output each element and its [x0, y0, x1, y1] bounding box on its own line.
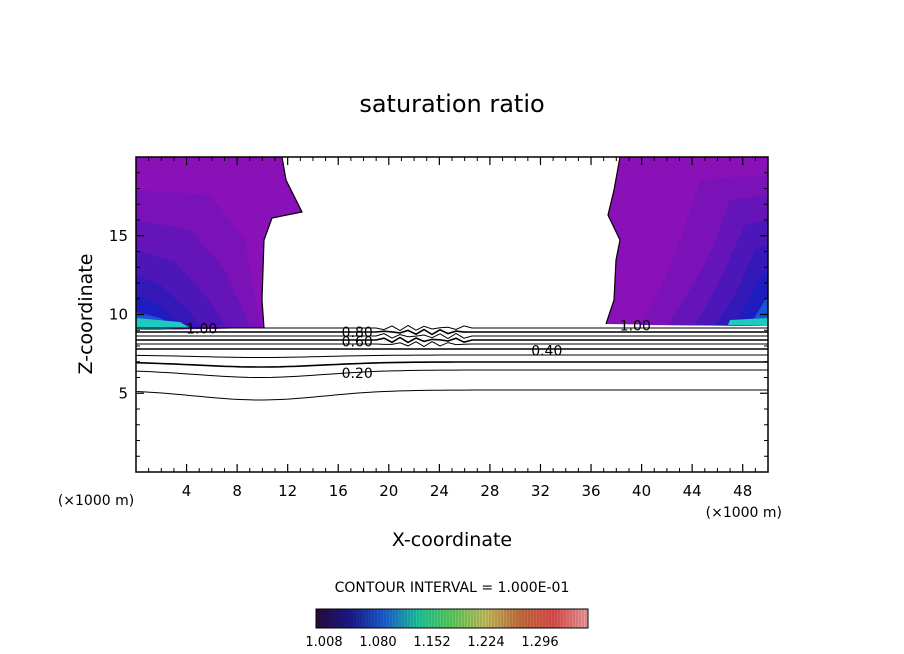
saturation-fill-regions: [136, 156, 768, 330]
contour-labels: 1.00 1.00 0.800.60 0.40 0.20: [186, 319, 651, 382]
chart-title: saturation ratio: [359, 90, 544, 118]
right-boundary-line: [605, 156, 621, 325]
contour-line-level: [136, 336, 768, 344]
colorbar-tick-label: 1.296: [521, 635, 558, 650]
x-tick-label: 8: [232, 482, 242, 500]
contour-line-level: [135, 361, 768, 368]
contour-value-label: 0.40: [531, 344, 562, 360]
y-tick-label: 15: [109, 227, 128, 245]
right-fill-highlight: [728, 318, 768, 326]
y-tick-label: 10: [109, 306, 128, 324]
contour-value-label: 1.00: [186, 322, 217, 338]
contour-line-level: [136, 341, 768, 348]
x-tick-label: 24: [430, 482, 449, 500]
contour-interval-text: CONTOUR INTERVAL = 1.000E-01: [335, 580, 570, 596]
colorbar-tick-label: 1.080: [359, 635, 396, 650]
contour-lines: [135, 324, 768, 401]
y-unit-label-left: (×1000 m): [58, 493, 134, 509]
x-tick-label: 44: [683, 482, 702, 500]
left-boundary-line: [261, 156, 303, 329]
x-tick-label: 16: [329, 482, 348, 500]
contour-value-label: 0.80: [342, 325, 373, 341]
contour-line-level: [136, 332, 768, 340]
colorbar-tick-label: 1.008: [305, 635, 342, 650]
x-tick-label: 48: [733, 482, 752, 500]
x-tick-label: 40: [632, 482, 651, 500]
x-tick-label: 32: [531, 482, 550, 500]
colorbar-tick-label: 1.224: [467, 635, 504, 650]
colorbar: [315, 608, 589, 629]
contour-line-level: [136, 324, 768, 332]
x-axis-title: X-coordinate: [392, 529, 512, 551]
left-fill-highlight: [136, 318, 190, 330]
contour-value-label: 0.60: [342, 334, 373, 350]
contour-line-level: [135, 369, 768, 378]
x-tick-label: 36: [581, 482, 600, 500]
colorbar-bar: [315, 608, 589, 629]
y-axis-title: Z-coordinate: [75, 254, 97, 375]
contour-line-level: [135, 389, 768, 401]
y-tick-label: 5: [118, 384, 128, 402]
colorbar-tick-label: 1.152: [413, 635, 450, 650]
colorbar-tick-labels: 1.008 1.080 1.152 1.224 1.296: [305, 635, 558, 650]
contour-value-label: 0.20: [342, 366, 373, 382]
contour-value-label: 1.00: [620, 319, 651, 335]
x-tick-label: 20: [379, 482, 398, 500]
x-unit-label-right: (×1000 m): [706, 505, 782, 521]
contour-line-level: [136, 328, 768, 336]
contour-line-level: [135, 354, 768, 358]
x-tick-label: 12: [278, 482, 297, 500]
x-tick-label: 4: [182, 482, 192, 500]
x-tick-label: 28: [480, 482, 499, 500]
